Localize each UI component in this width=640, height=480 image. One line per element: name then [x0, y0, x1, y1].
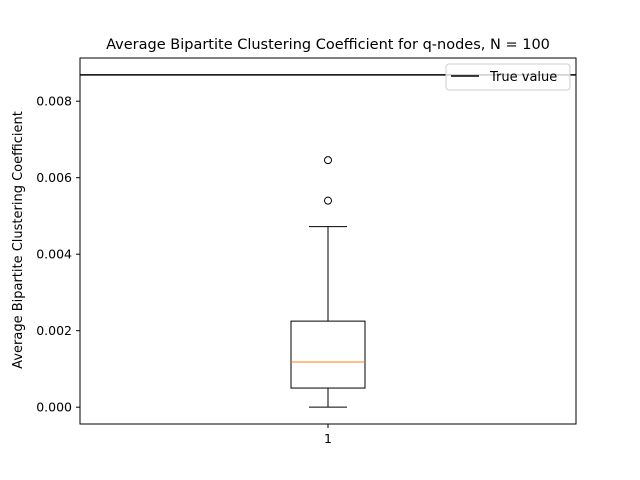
y-tick-label-2: 0.002: [36, 323, 72, 338]
legend: True value: [445, 63, 571, 91]
box-iqr: [290, 320, 366, 389]
y-tick-label-5: 0.008: [36, 94, 72, 109]
legend-true-value-label: True value: [489, 70, 557, 85]
y-tick-label-1: 0.000: [36, 400, 72, 415]
y-axis-label: Average Bipartite Clustering Coefficient: [11, 111, 26, 369]
legend-frame: [445, 63, 571, 91]
outlier-point-1: [324, 196, 332, 205]
plot-marks: [80, 74, 576, 408]
x-tick-label-1: 1: [324, 431, 332, 446]
y-tick-label-3: 0.004: [36, 247, 72, 262]
y-axis: 0.000 0.002 0.004 0.006 0.008: [36, 94, 80, 415]
y-tick-label-4: 0.006: [36, 170, 72, 185]
x-axis: 1: [324, 424, 332, 446]
chart-title: Average Bipartite Clustering Coefficient…: [106, 37, 550, 53]
outlier-point-2: [324, 156, 332, 165]
